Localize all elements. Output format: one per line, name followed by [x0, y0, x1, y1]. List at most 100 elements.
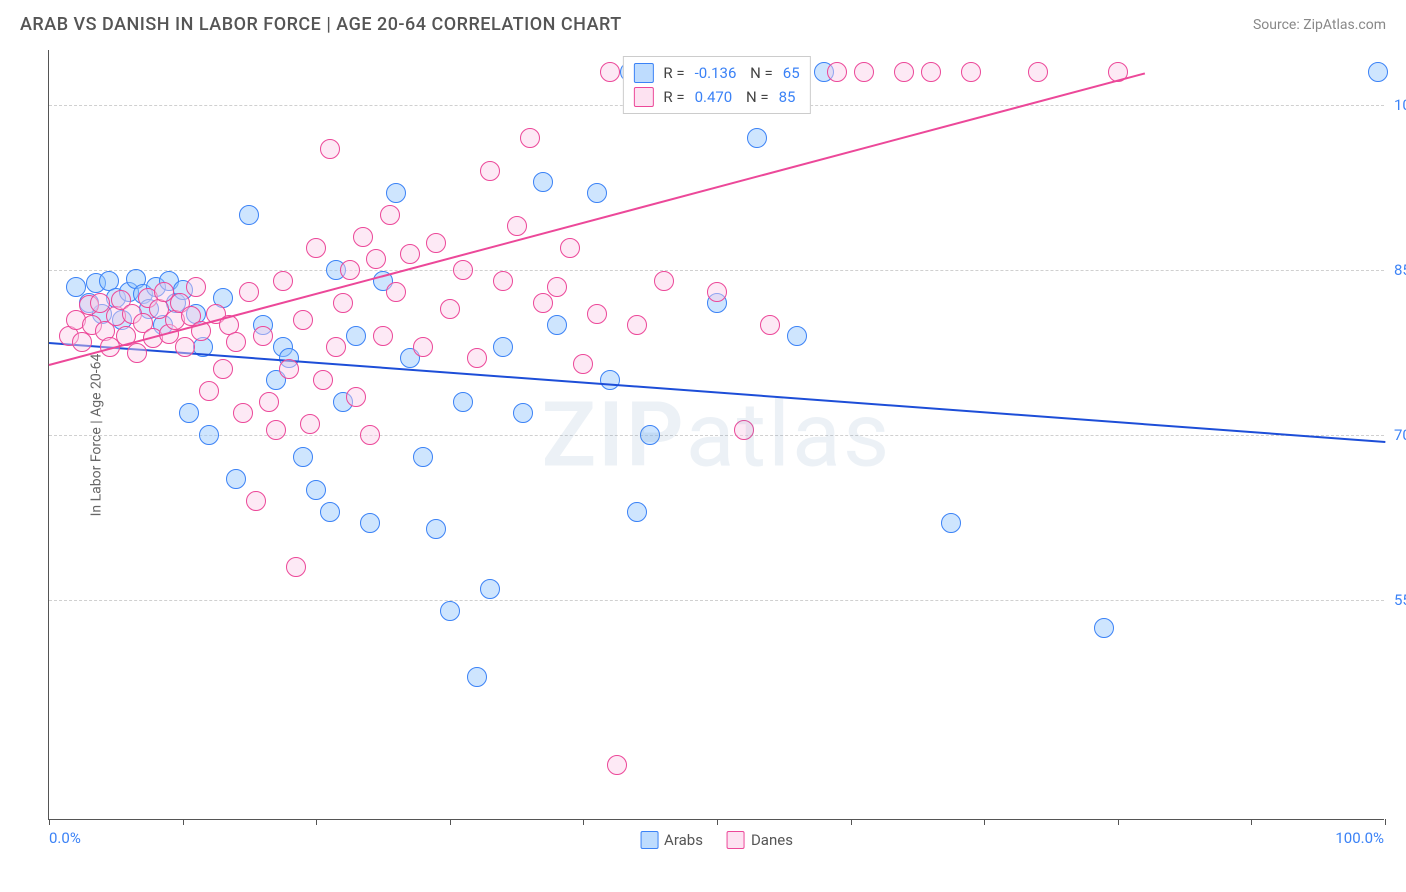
legend-label-arabs: Arabs	[664, 831, 703, 849]
scatter-point-danes	[366, 249, 386, 269]
scatter-point-arabs	[386, 183, 406, 203]
source-attribution: Source: ZipAtlas.com	[1253, 17, 1386, 33]
scatter-point-danes	[587, 304, 607, 324]
scatter-point-arabs	[480, 579, 500, 599]
scatter-point-danes	[760, 315, 780, 335]
scatter-point-danes	[426, 233, 446, 253]
scatter-point-danes	[360, 425, 380, 445]
y-tick-label: 85.0%	[1394, 261, 1406, 279]
x-tick	[1251, 819, 1252, 825]
scatter-point-arabs	[453, 392, 473, 412]
scatter-point-arabs	[226, 469, 246, 489]
x-tick	[984, 819, 985, 825]
x-tick	[1385, 819, 1386, 825]
scatter-point-arabs	[293, 447, 313, 467]
scatter-point-danes	[453, 260, 473, 280]
trendline-arabs	[49, 342, 1385, 443]
stats-row-danes: R = 0.470 N = 85	[633, 85, 799, 109]
y-tick-label: 70.0%	[1394, 426, 1406, 444]
scatter-point-arabs	[440, 601, 460, 621]
scatter-point-danes	[854, 62, 874, 82]
scatter-point-arabs	[587, 183, 607, 203]
scatter-point-danes	[493, 271, 513, 291]
scatter-point-danes	[127, 343, 147, 363]
scatter-point-danes	[380, 205, 400, 225]
stats-swatch-arabs	[633, 63, 653, 83]
scatter-point-danes	[440, 299, 460, 319]
gridline	[49, 270, 1384, 271]
x-tick	[717, 819, 718, 825]
scatter-point-danes	[560, 238, 580, 258]
scatter-point-arabs	[941, 513, 961, 533]
scatter-point-danes	[273, 271, 293, 291]
scatter-point-arabs	[306, 480, 326, 500]
scatter-point-danes	[233, 403, 253, 423]
scatter-point-arabs	[547, 315, 567, 335]
scatter-point-arabs	[493, 337, 513, 357]
scatter-point-danes	[373, 326, 393, 346]
scatter-point-danes	[507, 216, 527, 236]
legend-item-arabs: Arabs	[640, 831, 703, 849]
scatter-point-danes	[600, 62, 620, 82]
stats-n-label: N =	[746, 64, 772, 82]
scatter-point-danes	[961, 62, 981, 82]
stats-box: R = -0.136 N = 65 R = 0.470 N = 85	[622, 56, 810, 114]
scatter-point-arabs	[413, 447, 433, 467]
scatter-point-danes	[547, 277, 567, 297]
scatter-point-danes	[246, 491, 266, 511]
scatter-point-arabs	[1094, 618, 1114, 638]
y-tick-label: 55.0%	[1394, 591, 1406, 609]
scatter-point-danes	[313, 370, 333, 390]
scatter-point-danes	[1028, 62, 1048, 82]
stats-n-arabs: 65	[783, 64, 800, 82]
scatter-point-danes	[921, 62, 941, 82]
legend-label-danes: Danes	[751, 831, 793, 849]
gridline	[49, 435, 1384, 436]
scatter-point-danes	[467, 348, 487, 368]
scatter-point-danes	[279, 359, 299, 379]
scatter-point-arabs	[66, 277, 86, 297]
scatter-point-arabs	[320, 502, 340, 522]
scatter-point-arabs	[346, 326, 366, 346]
scatter-point-arabs	[199, 425, 219, 445]
scatter-point-arabs	[533, 172, 553, 192]
x-tick	[1118, 819, 1119, 825]
scatter-point-danes	[253, 326, 273, 346]
stats-r-label: R =	[663, 88, 684, 106]
legend-swatch-danes	[727, 831, 745, 849]
scatter-point-danes	[413, 337, 433, 357]
stats-n-label: N =	[742, 88, 768, 106]
y-tick-label: 100.0%	[1394, 96, 1406, 114]
scatter-point-danes	[533, 293, 553, 313]
plot-container: ZIPatlas R = -0.136 N = 65 R = 0.470 N =…	[48, 50, 1384, 820]
scatter-point-danes	[175, 337, 195, 357]
x-axis-max-label: 100.0%	[1335, 829, 1384, 847]
scatter-point-arabs	[640, 425, 660, 445]
title-bar: ARAB VS DANISH IN LABOR FORCE | AGE 20-6…	[0, 0, 1406, 43]
scatter-point-arabs	[747, 128, 767, 148]
stats-r-label: R =	[663, 64, 684, 82]
scatter-point-danes	[707, 282, 727, 302]
stats-r-danes: 0.470	[695, 88, 733, 106]
x-tick	[183, 819, 184, 825]
x-tick	[316, 819, 317, 825]
scatter-point-danes	[286, 557, 306, 577]
scatter-point-danes	[300, 414, 320, 434]
scatter-point-danes	[199, 381, 219, 401]
scatter-point-danes	[827, 62, 847, 82]
scatter-point-danes	[734, 420, 754, 440]
scatter-point-danes	[213, 359, 233, 379]
chart-title: ARAB VS DANISH IN LABOR FORCE | AGE 20-6…	[20, 14, 622, 35]
scatter-point-arabs	[627, 502, 647, 522]
scatter-point-danes	[627, 315, 647, 335]
scatter-point-danes	[226, 332, 246, 352]
stats-r-arabs: -0.136	[695, 64, 737, 82]
scatter-point-arabs	[426, 519, 446, 539]
scatter-point-arabs	[513, 403, 533, 423]
scatter-point-danes	[894, 62, 914, 82]
scatter-point-danes	[239, 282, 259, 302]
scatter-point-danes	[266, 420, 286, 440]
scatter-point-danes	[346, 387, 366, 407]
scatter-point-arabs	[239, 205, 259, 225]
scatter-point-arabs	[600, 370, 620, 390]
